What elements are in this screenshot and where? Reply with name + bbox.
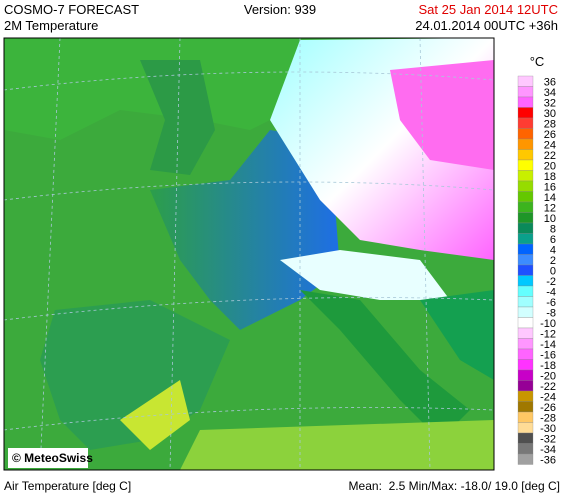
legend-swatch bbox=[517, 170, 534, 182]
legend-label: 28 bbox=[544, 119, 556, 131]
legend-label: 2 bbox=[550, 255, 556, 267]
legend-swatch bbox=[517, 107, 534, 119]
legend-label: 14 bbox=[544, 192, 556, 204]
legend-swatch bbox=[517, 296, 534, 308]
legend-label: 36 bbox=[544, 77, 556, 89]
legend-label: -10 bbox=[540, 318, 556, 330]
north-africa bbox=[180, 420, 494, 470]
legend-swatch bbox=[517, 359, 534, 371]
legend-label: 0 bbox=[550, 266, 556, 278]
legend-label: 12 bbox=[544, 203, 556, 215]
atlantic bbox=[4, 38, 300, 140]
legend-swatch bbox=[517, 138, 534, 150]
colorbar: 363432302826242220181614121086420-2-4-6-… bbox=[517, 75, 556, 467]
legend-swatch bbox=[517, 369, 534, 381]
legend-label: -16 bbox=[540, 350, 556, 362]
legend-label: -26 bbox=[540, 402, 556, 414]
legend-label: -12 bbox=[540, 329, 556, 341]
legend-label: 24 bbox=[544, 140, 556, 152]
legend-label: 4 bbox=[550, 245, 556, 257]
legend-swatch bbox=[517, 128, 534, 140]
legend-label: -34 bbox=[540, 444, 556, 456]
legend-label: -18 bbox=[540, 360, 556, 372]
legend-label: -20 bbox=[540, 371, 556, 383]
legend-label: -14 bbox=[540, 339, 556, 351]
product: COSMO-7 FORECAST bbox=[4, 2, 139, 17]
legend-swatch bbox=[517, 75, 534, 87]
map-frame bbox=[3, 37, 495, 471]
graticule bbox=[3, 37, 495, 471]
balkans bbox=[420, 290, 494, 380]
france bbox=[150, 130, 340, 330]
legend-label: -28 bbox=[540, 413, 556, 425]
version: Version: 939 bbox=[244, 2, 316, 17]
legend-swatch bbox=[517, 191, 534, 203]
legend-swatch bbox=[517, 254, 534, 266]
field: 2M Temperature bbox=[4, 18, 98, 33]
legend-label: -24 bbox=[540, 392, 556, 404]
map: © MeteoSwiss bbox=[3, 37, 495, 471]
legend-swatch bbox=[517, 149, 534, 161]
britain bbox=[140, 60, 215, 175]
legend-swatch bbox=[517, 222, 534, 234]
legend-swatch bbox=[517, 264, 534, 276]
legend-label: 30 bbox=[544, 108, 556, 120]
legend-label: 8 bbox=[550, 224, 556, 236]
legend-label: -22 bbox=[540, 381, 556, 393]
legend-label: -2 bbox=[546, 276, 556, 288]
legend-swatch bbox=[517, 422, 534, 434]
legend-swatch bbox=[517, 401, 534, 413]
legend-unit: °C bbox=[530, 54, 545, 69]
alps bbox=[280, 250, 450, 300]
legend-label: 34 bbox=[544, 87, 556, 99]
legend-label: -32 bbox=[540, 434, 556, 446]
legend-swatch bbox=[517, 327, 534, 339]
legend-swatch bbox=[517, 159, 534, 171]
legend-swatch bbox=[517, 96, 534, 108]
legend-swatch bbox=[517, 86, 534, 98]
legend-swatch bbox=[517, 275, 534, 287]
footer-right: Mean: 2.5 Min/Max: -18.0/ 19.0 [deg C] bbox=[349, 479, 560, 493]
legend-label: -6 bbox=[546, 297, 556, 309]
legend-label: -4 bbox=[546, 287, 556, 299]
legend-label: 32 bbox=[544, 98, 556, 110]
legend-swatch bbox=[517, 243, 534, 255]
credit: © MeteoSwiss bbox=[12, 451, 93, 465]
legend-swatch bbox=[517, 201, 534, 213]
legend-label: 26 bbox=[544, 129, 556, 141]
legend-swatch bbox=[517, 233, 534, 245]
legend-swatch bbox=[517, 306, 534, 318]
valid-time: Sat 25 Jan 2014 12UTC bbox=[419, 2, 558, 17]
run: 24.01.2014 00UTC +36h bbox=[415, 18, 558, 33]
legend-swatch bbox=[517, 317, 534, 329]
cold-core bbox=[390, 60, 494, 170]
legend-swatch bbox=[517, 348, 534, 360]
legend-label: -36 bbox=[540, 455, 556, 467]
legend-swatch bbox=[517, 443, 534, 455]
legend-label: 22 bbox=[544, 150, 556, 162]
legend-label: -30 bbox=[540, 423, 556, 435]
legend-swatch bbox=[517, 180, 534, 192]
legend-swatch bbox=[517, 432, 534, 444]
italy bbox=[300, 290, 470, 440]
legend-swatch bbox=[517, 338, 534, 350]
legend-swatch bbox=[517, 212, 534, 224]
legend-label: 18 bbox=[544, 171, 556, 183]
legend-label: 10 bbox=[544, 213, 556, 225]
legend-swatch bbox=[517, 285, 534, 297]
legend-swatch bbox=[517, 390, 534, 402]
legend-swatch bbox=[517, 117, 534, 129]
legend-label: 16 bbox=[544, 182, 556, 194]
credit-box bbox=[8, 448, 88, 468]
legend-swatch bbox=[517, 411, 534, 423]
legend-label: 20 bbox=[544, 161, 556, 173]
legend-label: -8 bbox=[546, 308, 556, 320]
footer-left: Air Temperature [deg C] bbox=[4, 479, 131, 493]
legend-swatch bbox=[517, 380, 534, 392]
legend-swatch bbox=[517, 453, 534, 465]
legend-label: 6 bbox=[550, 234, 556, 246]
